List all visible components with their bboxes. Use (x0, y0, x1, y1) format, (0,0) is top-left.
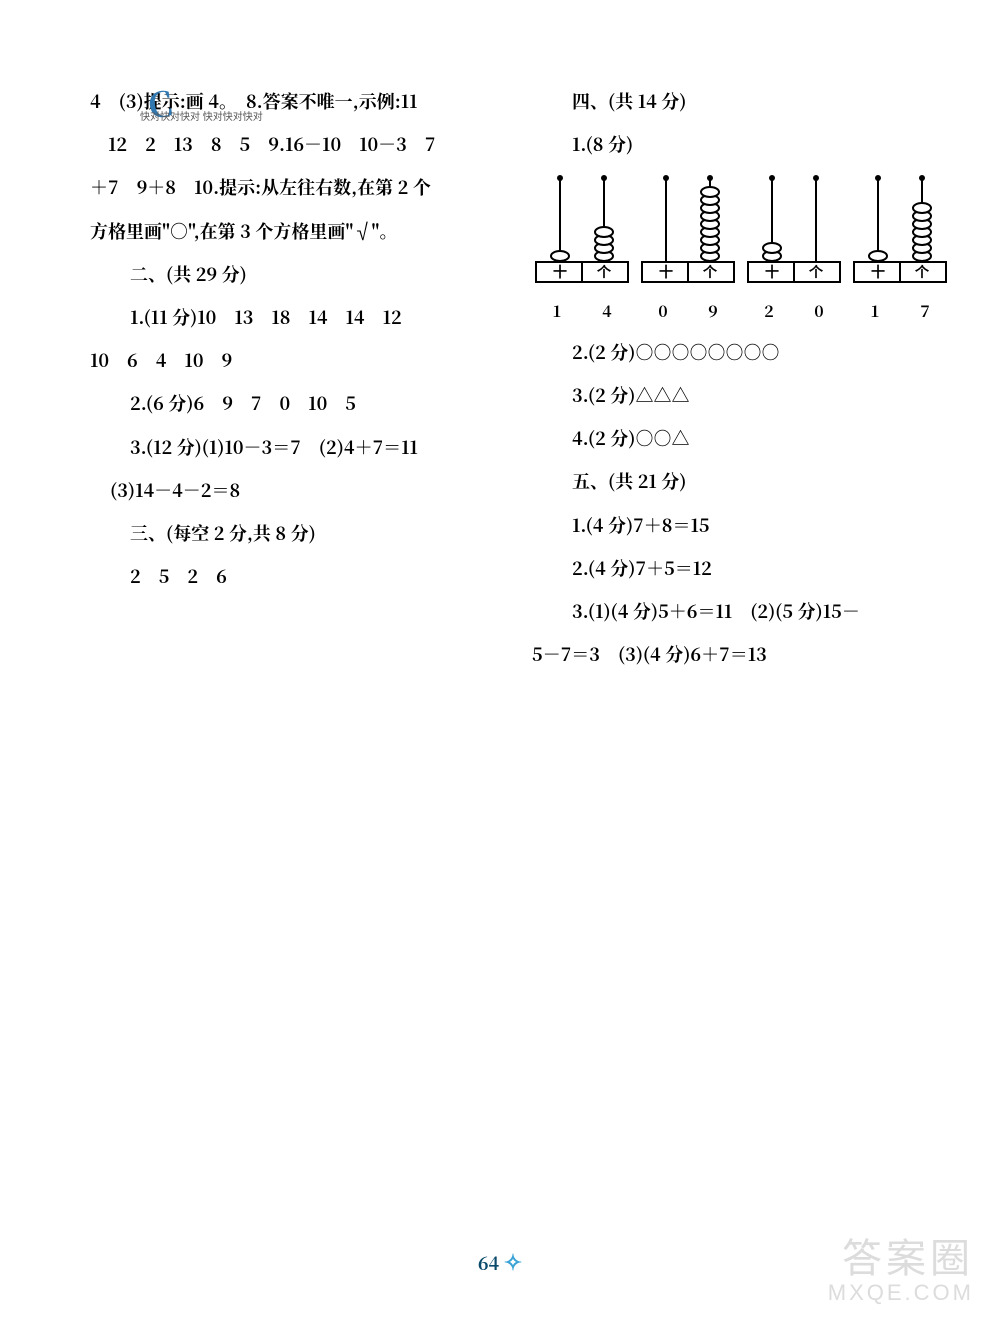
section-heading: 三、(每空 2 分,共 8 分) (90, 512, 492, 555)
section-heading: 五、(共 21 分) (532, 460, 950, 503)
svg-text:个: 个 (596, 264, 612, 281)
section-heading: 二、(共 29 分) (90, 253, 492, 296)
svg-text:个: 个 (702, 264, 718, 281)
svg-text:十: 十 (765, 264, 779, 281)
micro-watermark: 快对快对快对 快对快对快对 (140, 112, 263, 123)
watermark-line2: MXQE.COM (828, 1281, 974, 1305)
text-line: 方格里画"○",在第 3 个方格里画"√"。 (90, 210, 492, 253)
watermark-line1: 答案圈 (828, 1237, 974, 1281)
text-line: 1.(4 分)7＋8＝15 (532, 504, 950, 547)
text-line: (3)14－4－2＝8 (90, 469, 492, 512)
abacus-icon: 十个14 (532, 172, 632, 330)
text-line: 1.(11 分)10 13 18 14 14 12 (90, 296, 492, 339)
text-line: 3.(12 分)(1)10－3＝7 (2)4＋7＝11 (90, 426, 492, 469)
section-heading: 四、(共 14 分) (532, 80, 950, 123)
right-column: 四、(共 14 分) 1.(8 分) 十个14十个09十个20十个17 2.(2… (532, 80, 950, 676)
text-line: 2.(2 分)○○○○○○○○ (532, 331, 950, 374)
text-line: 4.(2 分)○○△ (532, 417, 950, 460)
text-line: 10 6 4 10 9 (90, 339, 492, 382)
text-line: 3.(2 分)△△△ (532, 374, 950, 417)
text-line: 2.(4 分)7＋5＝12 (532, 547, 950, 590)
text-line: 2.(6 分)6 9 7 0 10 5 (90, 382, 492, 425)
abacus-row: 十个14十个09十个20十个17 (532, 172, 950, 330)
abacus-icon: 十个20 (744, 172, 844, 330)
text-line: 12 2 13 8 5 9.16－10 10－3 7 (90, 123, 492, 166)
svg-text:个: 个 (808, 264, 824, 281)
page-number: 64 (478, 1250, 499, 1276)
text-line: 2 5 2 6 (90, 555, 492, 598)
abacus-icon: 十个09 (638, 172, 738, 330)
svg-text:十: 十 (871, 264, 885, 281)
text-line: ＋7 9＋8 10.提示:从左往右数,在第 2 个 (90, 166, 492, 209)
svg-text:个: 个 (914, 264, 930, 281)
svg-text:十: 十 (553, 264, 567, 281)
svg-text:十: 十 (659, 264, 673, 281)
text-line: 5－7＝3 (3)(4 分)6＋7＝13 (532, 633, 950, 676)
left-column: 4 (3)提示:画 4。 8.答案不唯一,示例:11 12 2 13 8 5 9… (90, 80, 492, 676)
watermark: 答案圈 MXQE.COM (828, 1237, 974, 1305)
text-line: 1.(8 分) (532, 123, 950, 166)
abacus-icon: 十个17 (850, 172, 950, 330)
leaf-icon: ✧ (504, 1246, 522, 1277)
text-line: 3.(1)(4 分)5＋6＝11 (2)(5 分)15－ (532, 590, 950, 633)
